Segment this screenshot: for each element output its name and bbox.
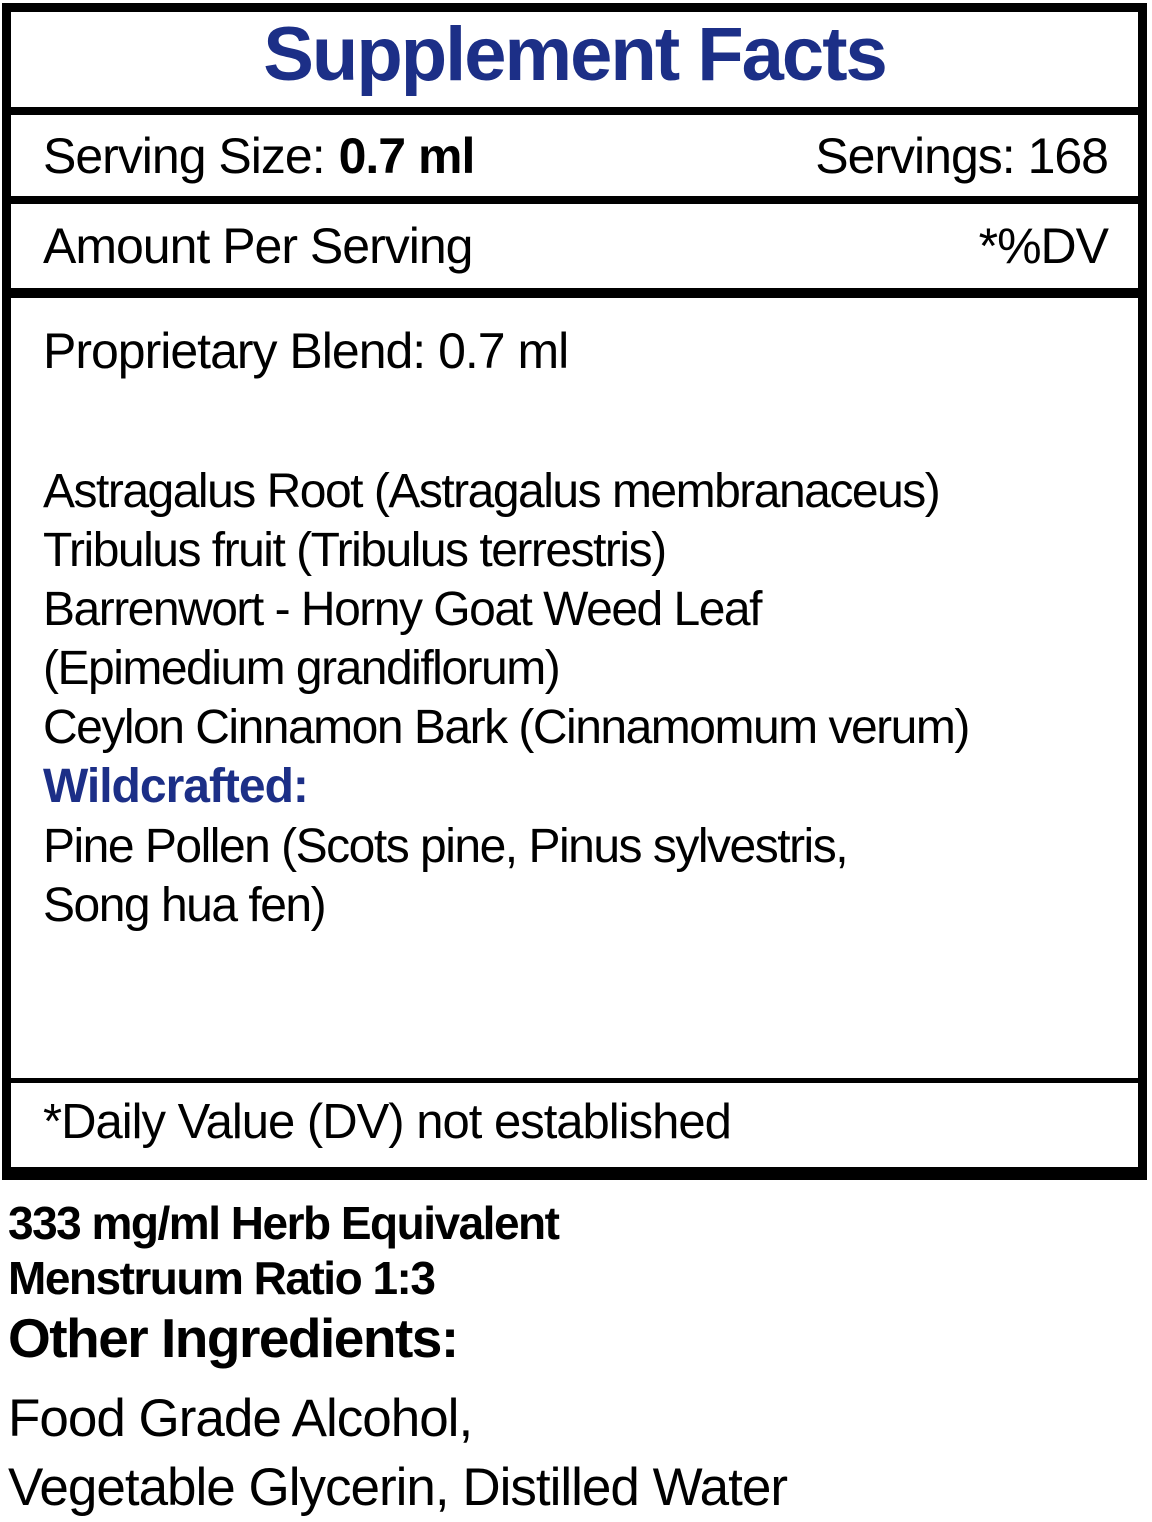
divider: [11, 196, 1138, 204]
ingredient-line: Barrenwort - Horny Goat Weed Leaf: [43, 583, 762, 636]
amount-per-serving-label: Amount Per Serving: [43, 218, 473, 274]
divider: [11, 288, 1138, 298]
serving-size: Serving Size: 0.7 ml: [43, 127, 476, 185]
below-label-info: 333 mg/ml Herb Equivalent Menstruum Rati…: [8, 1196, 1144, 1522]
daily-value-column-header: *%DV: [978, 218, 1109, 274]
amount-per-serving-row: Amount Per Serving *%DV: [11, 204, 1138, 288]
ingredient-line: (Epimedium grandiflorum): [43, 642, 561, 695]
ingredients-section: Proprietary Blend: 0.7 ml Astragalus Roo…: [11, 298, 1138, 1078]
ingredient-line: Ceylon Cinnamon Bark (Cinnamomum verum): [43, 701, 970, 754]
page-title: Supplement Facts: [263, 11, 888, 97]
serving-size-value: 0.7 ml: [338, 127, 476, 184]
servings-count: Servings: 168: [815, 127, 1109, 184]
daily-value-footnote: *Daily Value (DV) not established: [43, 1095, 732, 1149]
divider: [11, 107, 1138, 115]
proprietary-blend-title: Proprietary Blend: 0.7 ml: [43, 323, 569, 379]
menstruum-ratio-line: Menstruum Ratio 1:3: [8, 1252, 436, 1304]
ingredient-line: Tribulus fruit (Tribulus terrestris): [43, 524, 667, 577]
serving-size-label: Serving Size:: [43, 127, 326, 184]
ingredient-line: Astragalus Root (Astragalus membranaceus…: [43, 465, 941, 518]
divider: [11, 1078, 1138, 1083]
serving-size-row: Serving Size: 0.7 ml Servings: 168: [11, 115, 1138, 196]
other-ingredients-line: Vegetable Glycerin, Distilled Water: [8, 1458, 788, 1517]
herb-equivalent-line: 333 mg/ml Herb Equivalent: [8, 1197, 560, 1249]
title-row: Supplement Facts: [11, 12, 1138, 107]
other-ingredients-heading: Other Ingredients:: [8, 1307, 459, 1369]
wildcrafted-ingredient-line: Song hua fen): [43, 879, 327, 932]
facts-box: Supplement Facts Serving Size: 0.7 ml Ser…: [2, 3, 1147, 1180]
wildcrafted-heading: Wildcrafted:: [43, 760, 309, 813]
wildcrafted-ingredient-line: Pine Pollen (Scots pine, Pinus sylvestri…: [43, 820, 849, 873]
other-ingredients-line: Food Grade Alcohol,: [8, 1389, 473, 1448]
